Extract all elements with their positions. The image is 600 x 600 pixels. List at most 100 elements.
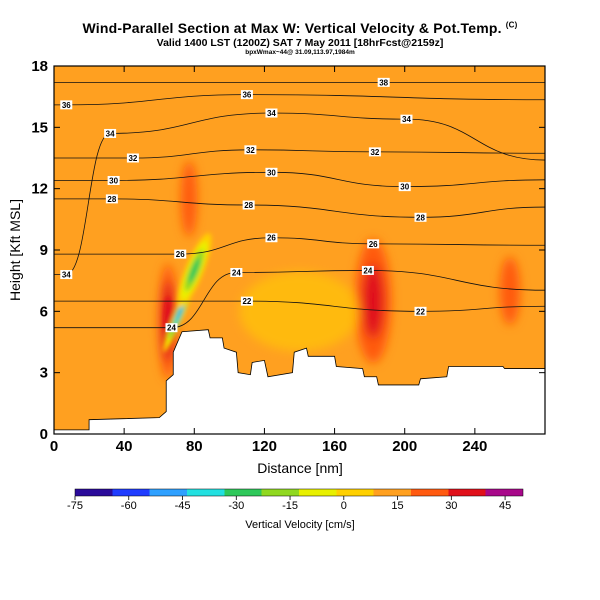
y-tick-label: 0 <box>40 426 48 443</box>
theta-contour-label: 22 <box>240 296 253 306</box>
theta-contour-label: 22 <box>414 306 427 316</box>
contour-label-text: 22 <box>242 297 251 306</box>
x-tick-label: 0 <box>50 438 58 455</box>
theta-contour-label: 32 <box>244 145 257 155</box>
contour-label-box <box>242 200 255 210</box>
y-tick-label: 6 <box>40 303 48 320</box>
contour-label-text: 28 <box>416 213 425 222</box>
contour-label-text: 28 <box>244 201 253 210</box>
theta-contour-line <box>54 149 545 159</box>
contour-label-text: 24 <box>167 324 176 333</box>
contour-label-box <box>240 296 253 306</box>
theta-contour-line <box>54 300 545 312</box>
contour-label-box <box>105 194 118 204</box>
copyright-mark: (C) <box>505 20 518 30</box>
plot-area: 38 36 36 34 34 34 32 32 32 30 30 30 28 28 28 26 26 26 24 24… <box>54 66 545 434</box>
theta-contour-label: 30 <box>107 175 120 185</box>
contour-label-text: 38 <box>379 78 388 87</box>
theta-contour-label: 24 <box>361 265 374 275</box>
contour-label-box <box>126 153 139 163</box>
x-axis-label: Distance [nm] <box>257 460 343 476</box>
contour-label-text: 26 <box>267 234 276 243</box>
colorbar-tick-label: -75 <box>67 500 83 512</box>
colorbar-tick-label: -45 <box>175 500 191 512</box>
y-axis-label: Height [Kft MSL] <box>7 199 23 301</box>
colorbar-tick-label: 15 <box>391 500 403 512</box>
contour-label-box <box>165 323 178 333</box>
theta-contour-label: 26 <box>367 239 380 249</box>
x-tick-label: 200 <box>392 438 417 455</box>
colorbar-tick-label: 30 <box>445 500 457 512</box>
contour-label-box <box>400 114 413 124</box>
theta-contour-labels: 38 36 36 34 34 34 32 32 32 30 30 30 28 28 28 26 26 26 24 24… <box>60 77 427 333</box>
colorbar-tick-label: 45 <box>499 500 511 512</box>
contour-label-box <box>368 147 381 157</box>
theta-contour-label: 34 <box>104 128 117 138</box>
y-tick-label: 18 <box>31 58 48 75</box>
contour-label-box <box>60 100 73 110</box>
contour-label-box <box>414 212 427 222</box>
contour-label-text: 34 <box>62 271 71 280</box>
theta-contour-label: 30 <box>398 182 411 192</box>
colorbar-tick-label: -60 <box>121 500 137 512</box>
contour-label-text: 34 <box>267 109 276 118</box>
updraft-core <box>181 160 198 237</box>
contour-label-text: 28 <box>107 195 116 204</box>
theta-contour-label: 28 <box>242 200 255 210</box>
contour-label-box <box>361 265 374 275</box>
downdraft-core <box>188 258 201 283</box>
contour-label-text: 26 <box>176 250 185 259</box>
weak-velocity-region <box>239 271 360 352</box>
contour-label-text: 36 <box>62 101 71 110</box>
colorbar-ticks: -75 -60 -45 -30 -15 0 15 30 45 <box>67 496 511 512</box>
contour-label-text: 34 <box>106 129 115 138</box>
y-tick-label: 3 <box>40 365 48 382</box>
contour-label-text: 36 <box>242 91 251 100</box>
theta-contour-label: 30 <box>265 167 278 177</box>
theta-contour-label: 34 <box>400 114 413 124</box>
colorbar: -75 -60 -45 -30 -15 0 15 30 45 Vertical Velocity… <box>67 488 524 531</box>
contour-label-box <box>107 175 120 185</box>
x-tick-label: 80 <box>186 438 203 455</box>
theta-contour-label: 26 <box>265 233 278 243</box>
contour-label-text: 26 <box>369 240 378 249</box>
terrain-mask <box>54 329 545 434</box>
contour-label-box <box>240 90 253 100</box>
contour-label-box <box>265 108 278 118</box>
chart-subtitle: Valid 1400 LST (1200Z) SAT 7 May 2011 [1… <box>156 37 444 49</box>
theta-contour-label: 24 <box>165 323 178 333</box>
contour-label-text: 30 <box>267 168 276 177</box>
colorbar-tick-label: 0 <box>341 500 347 512</box>
updraft-core <box>362 263 384 339</box>
chart-title: Wind-Parallel Section at Max W: Vertical… <box>82 20 518 36</box>
contour-label-box <box>174 249 187 259</box>
theta-contour-label: 36 <box>240 90 253 100</box>
contour-label-text: 34 <box>402 115 411 124</box>
colorbar-label: Vertical Velocity [cm/s] <box>245 519 354 531</box>
contour-label-box <box>244 145 257 155</box>
contour-label-text: 30 <box>109 176 118 185</box>
theta-contour-label: 24 <box>230 267 243 277</box>
theta-contour-label: 32 <box>126 153 139 163</box>
theta-contour-label: 38 <box>377 77 390 87</box>
theta-contour-label: 34 <box>60 270 73 280</box>
y-tick-label: 12 <box>31 181 48 198</box>
colorbar-tick-label: -30 <box>228 500 244 512</box>
contour-label-box <box>377 77 390 87</box>
contour-label-text: 22 <box>416 307 425 316</box>
contour-label-text: 32 <box>128 154 137 163</box>
contour-label-box <box>230 267 243 277</box>
downdraft-core-group <box>177 233 212 308</box>
theta-contour-label: 28 <box>105 194 118 204</box>
theta-contour-label: 32 <box>368 147 381 157</box>
theta-contour-label: 26 <box>174 249 187 259</box>
contour-label-text: 30 <box>400 183 409 192</box>
x-tick-label: 40 <box>116 438 133 455</box>
contour-label-box <box>60 270 73 280</box>
contour-label-text: 32 <box>370 148 379 157</box>
y-tick-label: 9 <box>40 242 48 259</box>
x-tick-label: 160 <box>322 438 347 455</box>
contour-label-text: 24 <box>363 266 372 275</box>
contour-label-text: 24 <box>232 268 241 277</box>
